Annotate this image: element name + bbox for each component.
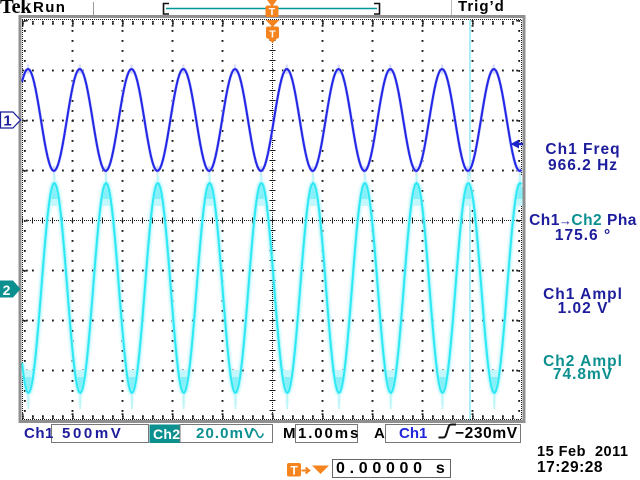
svg-text:T: T [290,464,298,478]
svg-text:T: T [269,29,276,41]
svg-text:T: T [269,6,276,18]
svg-text:1: 1 [3,113,11,130]
svg-text:2: 2 [3,282,11,298]
